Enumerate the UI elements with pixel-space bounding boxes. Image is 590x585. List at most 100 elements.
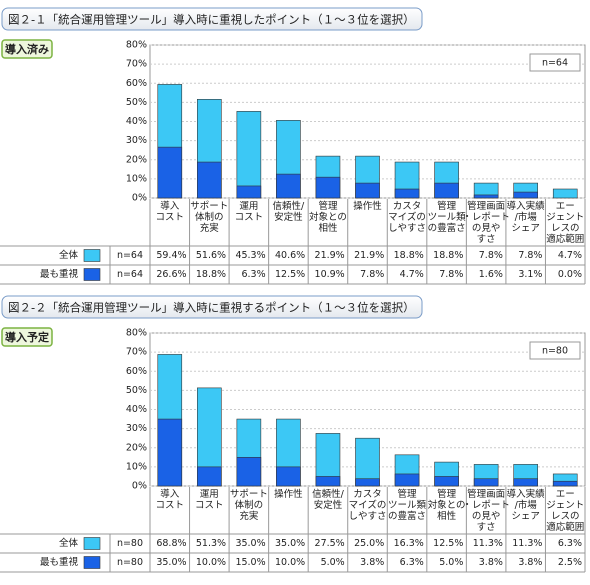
value-label: 21.9% [354,250,384,261]
value-label: 11.3% [473,538,503,549]
value-label: 40.6% [275,250,305,261]
x-tick-label: 管理ツール類の豊富さ [388,488,427,522]
x-tick-label: 信頼性/安定性 [273,200,306,223]
bar [473,478,499,487]
x-tick-label: 管理画面・レポートの見やすさ [462,200,510,245]
x-tick-label: カスタマイズのしやすさ [388,201,426,234]
value-label: 3.8% [518,557,542,568]
value-label: 2.5% [558,557,582,568]
value-label: 12.5% [433,538,463,549]
y-tick-label: 30% [126,135,147,146]
bar [394,473,420,487]
y-tick-label: 20% [126,442,147,453]
legend-label: 全体 [59,537,79,549]
value-label: 6.3% [558,538,582,549]
x-tick-label: エージェントレスの適応範囲 [546,201,584,245]
value-label: 10.0% [196,557,226,568]
value-label: 16.3% [394,538,424,549]
value-label: 45.3% [235,250,265,261]
x-tick-label: 管理ツール類の豊富さ [428,200,467,234]
y-tick-label: 80% [126,40,147,51]
value-label: 12.5% [275,269,305,280]
value-label: 35.0% [275,538,305,549]
y-tick-label: 40% [126,404,147,415]
badge-box [1,39,53,59]
legend-label: 最も重視 [40,268,79,280]
legend-label: 全体 [59,249,79,261]
bar [236,457,262,487]
x-tick-label: 操作性 [353,200,382,212]
value-label: 0.0% [558,269,582,280]
bar [394,188,420,199]
bar [315,476,341,487]
n-label: n=64 [117,269,143,280]
value-label: 21.9% [315,250,345,261]
y-tick-label: 0% [132,481,147,492]
n-label: n=64 [117,250,143,261]
x-tick-label: 導入コスト [156,488,185,511]
y-tick-label: 0% [132,193,147,204]
legend-swatch [83,537,101,550]
badge: 導入済み [5,42,49,56]
bar [236,111,262,199]
value-label: 51.3% [196,538,226,549]
bar [315,176,341,199]
bar [157,146,183,199]
value-label: 3.8% [360,557,384,568]
y-tick-label: 60% [126,366,147,377]
value-label: 68.8% [156,538,186,549]
legend-swatch [83,268,101,281]
bar [552,188,578,199]
x-tick-label: 管理対象との相性 [309,200,347,234]
value-label: 6.3% [241,269,265,280]
value-label: 51.6% [196,250,226,261]
bar [355,437,380,487]
value-label: 7.8% [518,250,542,261]
y-tick-label: 60% [126,78,147,89]
bar [197,161,222,199]
value-label: 7.8% [479,250,503,261]
value-label: 18.8% [433,250,463,261]
y-tick-label: 30% [126,423,147,434]
bar [513,478,538,487]
x-tick-label: 操作性 [274,488,303,500]
x-tick-label: 導入実績/市場シェア [507,200,546,234]
value-label: 3.8% [479,557,503,568]
value-label: 11.3% [512,538,542,549]
value-label: 18.8% [196,269,226,280]
bar [434,476,459,487]
x-tick-label: 導入コスト [156,200,185,223]
x-tick-label: 導入実績/市場シェア [507,488,546,522]
value-label: 10.0% [275,557,305,568]
value-label: 7.8% [360,269,384,280]
bar [434,182,459,199]
y-tick-label: 50% [126,385,147,396]
x-tick-label: カスタマイズのしやすさ [349,489,387,522]
title-box [1,7,423,31]
bar [355,182,380,199]
bar [276,466,301,487]
y-tick-label: 70% [126,347,147,358]
n-label: n=80 [117,557,143,568]
bar [473,194,499,199]
value-label: 59.4% [156,250,186,261]
legend-swatch [83,249,101,262]
value-label: 35.0% [156,557,186,568]
legend-label: 最も重視 [40,556,79,568]
value-label: 26.6% [156,269,186,280]
value-label: 18.8% [394,250,424,261]
x-tick-label: サポート体制の充実 [230,489,268,522]
chart-title: 図２-２「統合運用管理ツール」導入時に重視するポイント（１～３位を選択） [8,301,415,315]
value-label: 5.0% [439,557,463,568]
title-box [1,295,423,319]
y-tick-label: 20% [126,154,147,165]
y-tick-label: 70% [126,59,147,70]
y-tick-label: 10% [126,173,147,184]
value-label: 10.9% [315,269,345,280]
x-tick-label: 信頼性/安定性 [312,488,345,511]
chart-title: 図２-１「統合運用管理ツール」導入時に重視したポイント（１～３位を選択） [8,13,415,27]
n-label: n=80 [542,346,568,357]
legend-swatch [83,556,101,569]
y-tick-label: 10% [126,461,147,472]
